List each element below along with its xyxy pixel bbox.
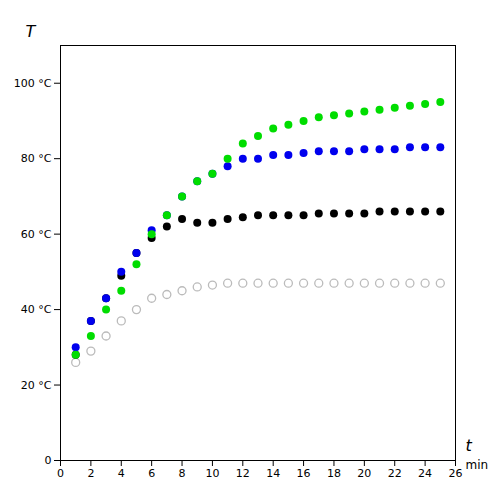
svg-text:100 °C: 100 °C [14, 77, 52, 90]
svg-text:22: 22 [388, 467, 402, 480]
svg-text:0: 0 [45, 454, 52, 467]
svg-text:40 °C: 40 °C [21, 303, 52, 316]
svg-text:T: T [26, 22, 37, 41]
svg-text:18: 18 [327, 467, 341, 480]
svg-text:20: 20 [357, 467, 371, 480]
svg-text:t: t [466, 436, 473, 455]
svg-text:2: 2 [87, 467, 94, 480]
svg-text:min: min [466, 458, 489, 472]
svg-text:4: 4 [118, 467, 125, 480]
svg-text:10: 10 [205, 467, 219, 480]
svg-text:20 °C: 20 °C [21, 379, 52, 392]
svg-text:16: 16 [297, 467, 311, 480]
svg-text:12: 12 [236, 467, 250, 480]
svg-text:14: 14 [266, 467, 280, 480]
svg-text:0: 0 [57, 467, 64, 480]
svg-text:8: 8 [179, 467, 186, 480]
svg-text:24: 24 [418, 467, 432, 480]
svg-text:80 °C: 80 °C [21, 152, 52, 165]
svg-text:60 °C: 60 °C [21, 228, 52, 241]
svg-text:6: 6 [148, 467, 155, 480]
svg-text:26: 26 [449, 467, 463, 480]
